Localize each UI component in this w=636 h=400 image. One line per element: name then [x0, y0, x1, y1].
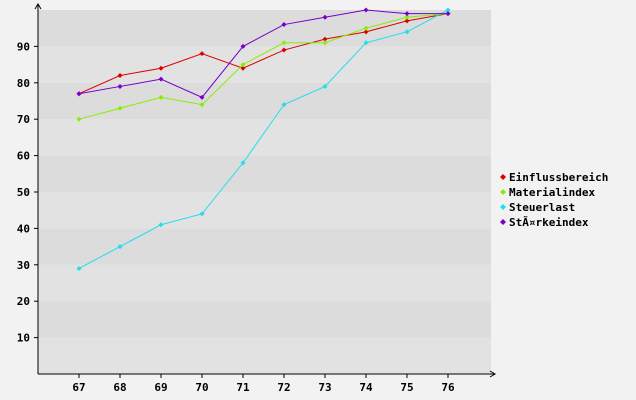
- y-axis-ticks: 10 20 30 40 50 60 70 80 90: [17, 40, 38, 345]
- legend-marker: [500, 219, 506, 225]
- legend-marker: [500, 189, 506, 195]
- data-point: [322, 83, 328, 89]
- x-axis-ticks: 67 68 69 70 71 72 73 74 75 76: [72, 374, 455, 394]
- grid-band: [38, 228, 491, 265]
- series-steuerlast: [76, 7, 451, 271]
- data-point: [76, 265, 82, 271]
- y-tick-label: 60: [17, 150, 30, 163]
- series-lines: [76, 7, 451, 271]
- series-einflussbereich: [76, 11, 451, 97]
- data-point: [281, 22, 287, 28]
- data-point: [404, 14, 410, 20]
- data-point: [445, 11, 451, 17]
- y-tick-label: 70: [17, 113, 30, 126]
- grid-band: [38, 337, 491, 374]
- data-point: [240, 43, 246, 49]
- series-line: [78, 13, 449, 120]
- data-point: [404, 18, 410, 24]
- data-point: [322, 40, 328, 46]
- grid-band: [38, 192, 491, 229]
- data-point: [158, 94, 164, 100]
- x-tick-label: 70: [195, 381, 208, 394]
- y-tick-label: 40: [17, 222, 30, 235]
- data-point: [404, 11, 410, 17]
- x-tick-label: 68: [113, 381, 126, 394]
- legend-label: StÃ¤rkeindex: [509, 216, 589, 229]
- data-point: [199, 211, 205, 217]
- y-tick-label: 10: [17, 332, 30, 345]
- x-tick-label: 71: [236, 381, 250, 394]
- y-tick-label: 20: [17, 295, 30, 308]
- data-point: [158, 65, 164, 71]
- grid-band: [38, 155, 491, 192]
- data-point: [322, 14, 328, 20]
- series-line: [78, 13, 449, 95]
- legend-label: Materialindex: [509, 186, 595, 199]
- x-tick-label: 73: [318, 381, 331, 394]
- plot-background: [38, 10, 491, 374]
- data-point: [322, 36, 328, 42]
- data-point: [117, 73, 123, 79]
- x-tick-label: 72: [277, 381, 290, 394]
- x-tick-label: 76: [441, 381, 455, 394]
- data-point: [281, 47, 287, 53]
- data-point: [117, 83, 123, 89]
- x-axis-arrow: [489, 370, 496, 378]
- grid-band: [38, 119, 491, 156]
- x-tick-label: 74: [359, 381, 373, 394]
- series-st-rkeindex: [76, 7, 451, 100]
- legend-marker: [500, 204, 506, 210]
- data-point: [117, 105, 123, 111]
- grid-band: [38, 301, 491, 338]
- grid-band: [38, 46, 491, 83]
- data-point: [404, 29, 410, 35]
- data-point: [281, 40, 287, 46]
- data-point: [158, 222, 164, 228]
- data-point: [363, 7, 369, 13]
- legend-label: Steuerlast: [509, 201, 575, 214]
- y-tick-label: 50: [17, 186, 30, 199]
- y-tick-label: 90: [17, 40, 30, 53]
- data-point: [199, 51, 205, 57]
- x-tick-label: 67: [72, 381, 85, 394]
- legend: Einflussbereich Materialindex Steuerlast St…: [500, 171, 608, 229]
- data-point: [445, 7, 451, 13]
- data-point: [199, 94, 205, 100]
- x-tick-label: 75: [400, 381, 413, 394]
- data-point: [117, 244, 123, 250]
- data-point: [76, 91, 82, 97]
- legend-marker: [500, 174, 506, 180]
- data-point: [240, 62, 246, 68]
- x-tick-label: 69: [154, 381, 167, 394]
- grid-band: [38, 82, 491, 120]
- axes: [34, 3, 496, 378]
- data-point: [199, 102, 205, 108]
- grid-band: [38, 264, 491, 302]
- data-point: [363, 29, 369, 35]
- data-point: [363, 40, 369, 46]
- data-point: [240, 160, 246, 166]
- y-tick-label: 80: [17, 77, 30, 90]
- data-point: [363, 25, 369, 31]
- data-point: [158, 76, 164, 82]
- series-line: [78, 9, 448, 98]
- y-tick-label: 30: [17, 259, 30, 272]
- legend-label: Einflussbereich: [509, 171, 608, 184]
- data-point: [76, 116, 82, 122]
- series-line: [78, 9, 449, 269]
- data-point: [240, 65, 246, 71]
- data-point: [281, 102, 287, 108]
- y-axis-arrow: [34, 3, 42, 10]
